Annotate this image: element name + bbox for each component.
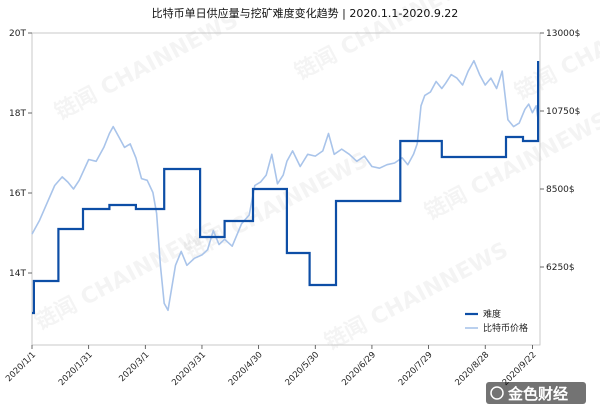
left-axis: 14T 16T 18T 20T [9,29,32,279]
series-difficulty-line [32,61,540,315]
x-tick-label: 2020/7/29 [397,350,435,388]
x-tick-label: 2020/1/1 [4,350,38,384]
watermark-layer: 链闻 CHAINNEWS链闻 CHAINNEWS链闻 CHAINNEWS链闻 C… [31,0,600,355]
legend-price-label: 比特币价格 [483,322,528,334]
logo-text: 金色财经 [507,385,568,403]
chart-title: 比特币单日供应量与挖矿难度变化趋势 | 2020.1.1-2020.9.22 [152,6,459,20]
legend: 难度 比特币价格 [465,308,528,334]
logo-badge: 金色财经 [486,382,586,404]
right-tick-label: 10750$ [546,107,580,117]
left-tick-label: 20T [9,29,26,39]
x-axis: 2020/1/1 2020/1/31 2020/3/1 2020/3/31 2020/4… [4,345,539,388]
logo-background [486,382,586,404]
right-tick-label: 8500$ [546,185,575,195]
watermark-text: 链闻 CHAINNEWS [51,7,243,125]
x-tick-label: 2020/8/28 [453,350,491,388]
legend-difficulty-label: 难度 [483,308,501,320]
watermark-text: 链闻 CHAINNEWS [511,0,600,105]
right-axis: 6250$ 8500$ 10750$ 13000$ [540,29,580,273]
left-tick-label: 18T [9,109,26,119]
right-tick-label: 6250$ [546,263,575,273]
left-tick-label: 16T [9,189,26,199]
left-tick-label: 14T [9,269,26,279]
watermark-text: 链闻 CHAINNEWS [181,147,373,265]
series-price-line [31,59,539,312]
logo-icon [490,386,504,400]
x-tick-label: 2020/4/30 [227,350,265,388]
x-tick-label: 2020/6/29 [340,350,378,388]
right-tick-label: 13000$ [546,29,580,39]
watermark-text: 链闻 CHAINNEWS [421,107,600,225]
watermark-text: 链闻 CHAINNEWS [321,237,513,355]
x-tick-label: 2020/1/31 [57,350,95,388]
x-tick-label: 2020/3/31 [170,350,208,388]
x-tick-label: 2020/5/30 [283,350,321,388]
x-tick-label: 2020/3/1 [117,350,151,384]
